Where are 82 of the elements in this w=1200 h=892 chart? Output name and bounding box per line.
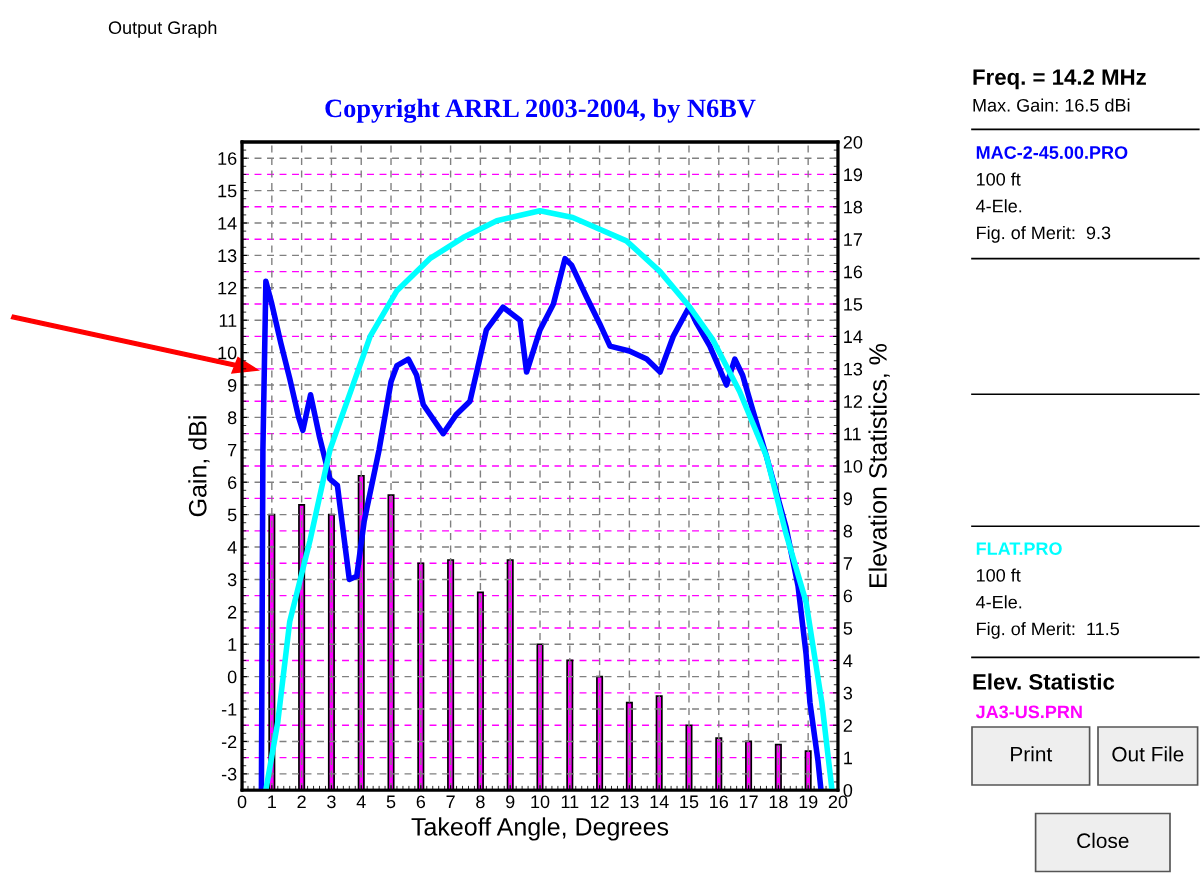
y-tick-label: 9 — [227, 378, 237, 392]
y2-tick-label: 5 — [843, 622, 853, 635]
text: 100 ft — [976, 172, 1021, 186]
y-tick-label: 8 — [227, 411, 237, 425]
y-tick-label: 14 — [218, 217, 237, 230]
y-tick-label: 4 — [227, 541, 237, 554]
text: Fig. of Merit: 9.3 — [977, 225, 1111, 243]
text: Elev. Statistic — [973, 673, 1115, 690]
x-tick-label: 16 — [710, 795, 729, 809]
y-tick-label: -3 — [221, 767, 237, 781]
y2-tick-label: 1 — [844, 751, 852, 765]
y2-tick-label: 8 — [843, 524, 853, 538]
y2-tick-label: 10 — [844, 459, 863, 473]
y-tick-label: -1 — [221, 703, 237, 716]
x-tick-label: 20 — [828, 795, 848, 809]
y-tick-label: -2 — [221, 735, 237, 748]
x-tick-label: 17 — [739, 795, 758, 808]
y-tick-label: 7 — [228, 443, 237, 457]
y2-tick-label: 0 — [843, 783, 853, 797]
text: 4-Ele. — [976, 199, 1022, 213]
text: Fig. of Merit: 11.5 — [977, 622, 1120, 639]
y2-tick-label: 13 — [844, 362, 863, 376]
text: JA3-US.PRN — [975, 705, 1082, 719]
y2-tick-label: 11 — [844, 427, 861, 441]
text: 100 ft — [976, 568, 1021, 582]
text: FLAT.PRO — [976, 542, 1062, 555]
x-tick-label: 2 — [297, 795, 306, 808]
text: Print — [1011, 746, 1053, 762]
y2-tick-label: 9 — [843, 492, 853, 506]
y-tick-label: 15 — [218, 184, 237, 198]
y-tick-label: 3 — [227, 573, 237, 587]
x-axis-title: Takeoff Angle, Degrees — [411, 817, 669, 841]
text: Output Graph — [108, 20, 217, 38]
y-tick-label: 16 — [218, 152, 237, 165]
y2-tick-label: 6 — [843, 589, 853, 603]
x-tick-label: 12 — [590, 795, 609, 808]
x-tick-label: 0 — [237, 795, 247, 809]
x-tick-label: 1 — [268, 795, 276, 808]
y-tick-label: 10 — [218, 346, 237, 360]
y-tick-label: 13 — [218, 249, 237, 263]
text: Max. Gain: 16.5 dBi — [973, 98, 1130, 112]
y2-tick-label: 15 — [844, 298, 863, 311]
y-tick-label: 11 — [219, 314, 237, 327]
y2-tick-label: 16 — [844, 265, 863, 279]
x-tick-label: 14 — [650, 795, 669, 808]
x-tick-label: 15 — [680, 795, 699, 809]
x-tick-label: 4 — [356, 795, 366, 808]
y-tick-label: 12 — [218, 281, 237, 295]
text: 4-Ele. — [976, 595, 1022, 609]
y2-axis-title: Elevation Statistics, % — [868, 343, 890, 587]
text: MAC-2-45.00.PRO — [976, 146, 1128, 159]
x-tick-label: 13 — [620, 795, 639, 809]
y-tick-label: 5 — [227, 508, 237, 522]
text: Out File — [1112, 746, 1184, 762]
y2-tick-label: 14 — [844, 330, 863, 343]
x-tick-label: 6 — [416, 795, 426, 809]
chart-title: Copyright ARRL 2003-2004, by N6BV — [325, 98, 756, 123]
x-tick-label: 5 — [386, 795, 396, 809]
x-tick-label: 9 — [506, 795, 515, 809]
text: Freq. = 14.2 MHz — [973, 69, 1146, 90]
x-tick-label: 11 — [561, 795, 579, 808]
y2-tick-label: 19 — [844, 168, 863, 182]
x-tick-label: 8 — [476, 795, 485, 809]
y2-tick-label: 7 — [843, 557, 852, 570]
x-tick-label: 19 — [799, 795, 818, 809]
x-tick-label: 7 — [446, 795, 455, 808]
y-tick-label: 2 — [228, 605, 237, 619]
y2-tick-label: 18 — [844, 200, 863, 214]
y-axis-title: Gain, dBi — [188, 416, 210, 517]
y2-tick-label: 3 — [843, 686, 853, 700]
y2-tick-label: 4 — [843, 654, 853, 667]
y-tick-label: 1 — [228, 638, 237, 651]
y2-tick-label: 2 — [843, 719, 852, 732]
y2-tick-label: 20 — [843, 135, 863, 149]
x-tick-label: 18 — [769, 795, 788, 809]
text: Close — [1077, 832, 1129, 849]
x-tick-label: 10 — [531, 795, 550, 809]
y-tick-label: 6 — [228, 476, 237, 489]
y-tick-label: 0 — [227, 670, 237, 684]
y2-tick-label: 17 — [844, 233, 862, 246]
x-tick-label: 3 — [327, 795, 336, 809]
y2-tick-label: 12 — [844, 395, 862, 408]
